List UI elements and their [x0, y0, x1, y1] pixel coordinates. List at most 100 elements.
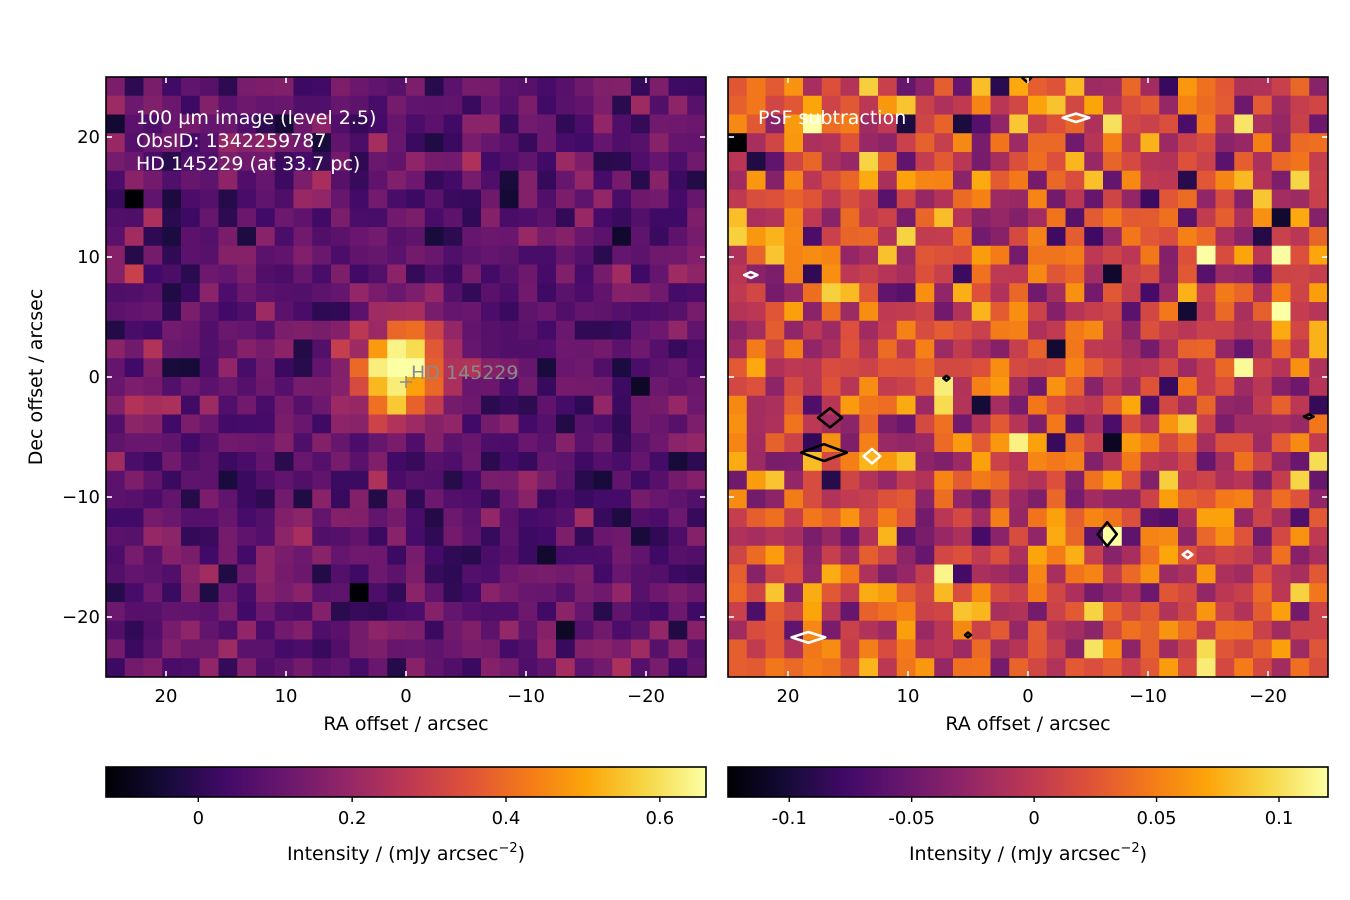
image-pixel	[462, 470, 482, 491]
image-pixel	[1159, 152, 1179, 172]
image-pixel	[1234, 133, 1254, 153]
image-pixel	[443, 133, 463, 153]
image-pixel	[481, 245, 501, 266]
image-pixel	[1121, 583, 1142, 603]
image-pixel	[668, 620, 688, 641]
image-pixel	[312, 189, 332, 209]
image-pixel	[1178, 152, 1198, 172]
image-pixel	[218, 583, 238, 603]
image-pixel	[990, 508, 1010, 528]
image-pixel	[1159, 245, 1179, 266]
right-colorbar-ticks: -0.1 -0.05 0 0.05 0.1	[772, 797, 1293, 829]
image-pixel	[556, 414, 576, 434]
image-pixel	[1009, 620, 1029, 641]
image-pixel	[462, 377, 482, 397]
image-pixel	[1065, 302, 1085, 322]
image-pixel	[199, 620, 220, 641]
image-pixel	[803, 95, 823, 116]
image-pixel	[687, 545, 706, 566]
image-pixel	[124, 564, 145, 584]
image-pixel	[953, 470, 973, 491]
image-pixel	[537, 245, 557, 266]
image-pixel	[462, 245, 482, 266]
image-pixel	[821, 583, 842, 603]
image-pixel	[556, 527, 576, 547]
image-pixel	[1046, 152, 1067, 172]
image-pixel	[312, 170, 332, 191]
image-pixel	[256, 170, 276, 191]
image-pixel	[143, 77, 163, 97]
image-pixel	[518, 527, 538, 547]
image-pixel	[631, 414, 651, 434]
image-pixel	[424, 114, 445, 134]
image-pixel	[237, 377, 257, 397]
image-pixel	[237, 395, 257, 416]
image-pixel	[1140, 508, 1160, 528]
image-pixel	[574, 395, 595, 416]
image-pixel	[481, 545, 501, 566]
image-pixel	[990, 264, 1010, 284]
image-pixel	[896, 527, 917, 547]
image-pixel	[631, 489, 651, 509]
image-pixel	[387, 489, 407, 509]
image-pixel	[1178, 489, 1198, 509]
image-pixel	[1234, 508, 1254, 528]
image-pixel	[878, 170, 898, 191]
image-pixel	[1028, 133, 1048, 153]
image-pixel	[1065, 133, 1085, 153]
image-pixel	[821, 620, 842, 641]
image-pixel	[631, 508, 651, 528]
image-pixel	[990, 189, 1010, 209]
image-pixel	[199, 470, 220, 491]
image-pixel	[1159, 508, 1179, 528]
image-pixel	[106, 470, 126, 491]
image-pixel	[162, 302, 182, 322]
image-pixel	[784, 283, 804, 303]
image-pixel	[1065, 658, 1085, 677]
colorbar-tick-label: 0	[193, 808, 204, 829]
image-pixel	[237, 620, 257, 641]
image-pixel	[349, 602, 370, 622]
image-pixel	[1178, 208, 1198, 228]
image-pixel	[1215, 377, 1235, 397]
image-pixel	[668, 283, 688, 303]
image-pixel	[574, 227, 595, 247]
image-pixel	[424, 339, 445, 359]
image-pixel	[143, 414, 163, 434]
image-pixel	[406, 320, 426, 341]
image-pixel	[728, 639, 748, 659]
image-pixel	[728, 283, 748, 303]
image-pixel	[256, 189, 276, 209]
image-pixel	[1234, 602, 1254, 622]
image-pixel	[1215, 264, 1235, 284]
image-pixel	[293, 264, 313, 284]
image-pixel	[331, 564, 351, 584]
image-pixel	[424, 658, 445, 677]
image-pixel	[349, 170, 370, 191]
image-pixel	[915, 302, 935, 322]
image-pixel	[1046, 583, 1067, 603]
image-pixel	[218, 452, 238, 472]
image-pixel	[162, 658, 182, 677]
image-pixel	[971, 377, 992, 397]
image-pixel	[574, 452, 595, 472]
image-pixel	[1178, 620, 1198, 641]
image-pixel	[1103, 302, 1123, 322]
image-pixel	[1196, 583, 1217, 603]
image-pixel	[293, 227, 313, 247]
image-pixel	[331, 152, 351, 172]
image-pixel	[462, 339, 482, 359]
image-pixel	[746, 302, 767, 322]
image-pixel	[1309, 358, 1328, 378]
image-pixel	[784, 564, 804, 584]
image-pixel	[1159, 264, 1179, 284]
image-pixel	[256, 620, 276, 641]
image-pixel	[256, 583, 276, 603]
image-pixel	[1121, 620, 1142, 641]
image-pixel	[1215, 189, 1235, 209]
image-pixel	[462, 414, 482, 434]
image-pixel	[1196, 77, 1217, 97]
image-pixel	[1309, 527, 1328, 547]
image-pixel	[1065, 264, 1085, 284]
image-pixel	[859, 227, 879, 247]
